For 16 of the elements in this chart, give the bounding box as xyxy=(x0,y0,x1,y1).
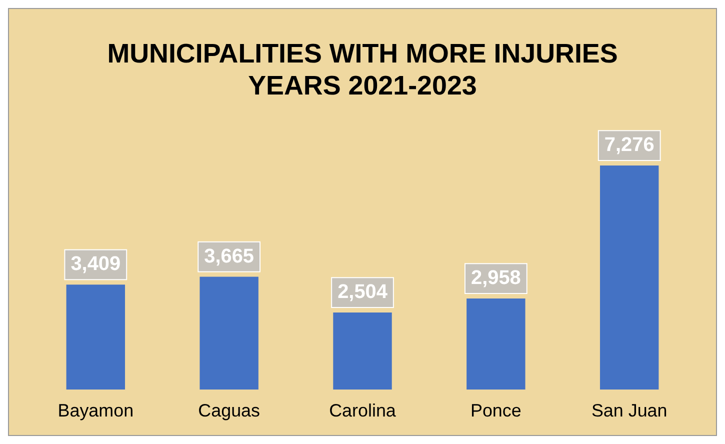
bar xyxy=(333,312,392,390)
data-label: 3,409 xyxy=(70,253,121,276)
x-tick-label: Caguas xyxy=(198,400,260,420)
x-tick-label: Carolina xyxy=(329,400,396,420)
data-label: 2,504 xyxy=(338,281,388,304)
data-label: 2,958 xyxy=(470,267,521,290)
data-label: 3,665 xyxy=(204,245,254,268)
bar xyxy=(466,298,526,390)
data-label: 7,276 xyxy=(604,134,654,156)
bar xyxy=(600,165,659,390)
x-tick-label: Bayamon xyxy=(58,400,134,420)
x-tick-label: Ponce xyxy=(470,400,522,420)
bar xyxy=(200,276,258,390)
bar xyxy=(66,284,126,390)
chart-title: MUNICIPALITIES WITH MORE INJURIES YEARS 2021-2023 xyxy=(107,38,618,101)
x-tick-label: San Juan xyxy=(591,400,668,420)
